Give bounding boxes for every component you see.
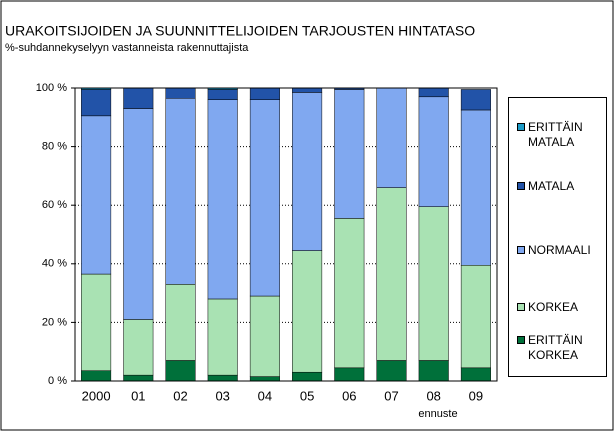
legend-swatch bbox=[517, 123, 525, 131]
bar-segment bbox=[165, 284, 196, 361]
bar-segment bbox=[334, 89, 365, 219]
legend-label: MATALA bbox=[528, 179, 575, 193]
bar-segment bbox=[165, 98, 196, 285]
bar-segment bbox=[81, 89, 112, 117]
legend-swatch bbox=[517, 246, 525, 254]
y-tick-label: 60 % bbox=[42, 199, 67, 211]
x-tick-label: 04 bbox=[258, 388, 272, 403]
bar-segment bbox=[334, 218, 365, 369]
bar-segment bbox=[460, 89, 491, 111]
legend: ERITTÄIN KORKEA KORKEA NORMAALI MATALA ERITT… bbox=[508, 97, 607, 377]
bar-segment bbox=[207, 89, 238, 100]
bar-segment bbox=[249, 376, 280, 382]
bar-segment bbox=[460, 109, 491, 266]
bar-segment bbox=[418, 360, 449, 382]
y-tick-label: 100 % bbox=[36, 82, 67, 94]
legend-label: ERITTÄIN MATALA bbox=[528, 120, 583, 149]
y-tick-label: 20 % bbox=[42, 316, 67, 328]
bar-segment bbox=[334, 367, 365, 382]
bar-segment bbox=[292, 87, 323, 93]
bar-segment bbox=[165, 87, 196, 99]
legend-item: KORKEA bbox=[517, 300, 600, 315]
legend-label: NORMAALI bbox=[528, 243, 591, 257]
bar-segment bbox=[376, 360, 407, 382]
bar-segment bbox=[207, 99, 238, 300]
bar-segment bbox=[81, 273, 112, 371]
legend-item: ERITTÄIN KORKEA bbox=[517, 333, 600, 363]
y-tick-label: 0 % bbox=[48, 375, 67, 387]
bar-segment bbox=[292, 371, 323, 382]
x-tick-label: 2000 bbox=[82, 388, 111, 403]
x-tick-label: 05 bbox=[300, 388, 314, 403]
bar-segment bbox=[207, 374, 238, 382]
chart-subtitle: %-suhdannekyselyyn vastanneista rakennut… bbox=[5, 42, 249, 54]
bar-segment bbox=[418, 96, 449, 207]
legend-item: MATALA bbox=[517, 179, 600, 194]
x-tick-label: 03 bbox=[215, 388, 229, 403]
legend-item: ERITTÄIN MATALA bbox=[517, 120, 600, 150]
bar-segment bbox=[418, 206, 449, 361]
x-tick-label: 01 bbox=[131, 388, 145, 403]
x-tick-label: 07 bbox=[384, 388, 398, 403]
x-tick-label: 02 bbox=[173, 388, 187, 403]
x-tick-label: 08 bbox=[426, 388, 440, 403]
bar-segment bbox=[81, 370, 112, 382]
chart-title: URAKOITSIJOIDEN JA SUUNNITTELIJOIDEN TAR… bbox=[5, 23, 475, 39]
legend-item: NORMAALI bbox=[517, 243, 600, 258]
bar-segment bbox=[123, 319, 154, 376]
bar-segment bbox=[460, 367, 491, 382]
legend-swatch bbox=[517, 182, 525, 190]
bar-segment bbox=[418, 87, 449, 98]
y-tick-label: 40 % bbox=[42, 258, 67, 270]
legend-swatch bbox=[517, 336, 525, 344]
bar-segment bbox=[292, 92, 323, 251]
bar-segment bbox=[376, 187, 407, 361]
x-tick-label: 09 bbox=[469, 388, 483, 403]
plot-frame bbox=[74, 87, 498, 382]
bar-segment bbox=[249, 99, 280, 297]
bar-segment bbox=[123, 108, 154, 320]
bar-segment bbox=[376, 87, 407, 188]
legend-swatch bbox=[517, 303, 525, 311]
y-tick-label: 80 % bbox=[42, 141, 67, 153]
legend-label: KORKEA bbox=[528, 300, 579, 314]
bar-segment bbox=[81, 115, 112, 275]
bar-segment bbox=[460, 265, 491, 369]
bar-segment bbox=[207, 298, 238, 376]
bar-segment bbox=[165, 360, 196, 382]
x-tick-label: 06 bbox=[342, 388, 356, 403]
bar-segment bbox=[123, 374, 154, 382]
bar-segment bbox=[249, 295, 280, 377]
annotation: ennuste bbox=[418, 408, 457, 420]
bar-segment bbox=[123, 87, 154, 109]
legend-label: ERITTÄIN KORKEA bbox=[528, 333, 583, 362]
bar-segment bbox=[292, 250, 323, 373]
bar-segment bbox=[249, 87, 280, 100]
